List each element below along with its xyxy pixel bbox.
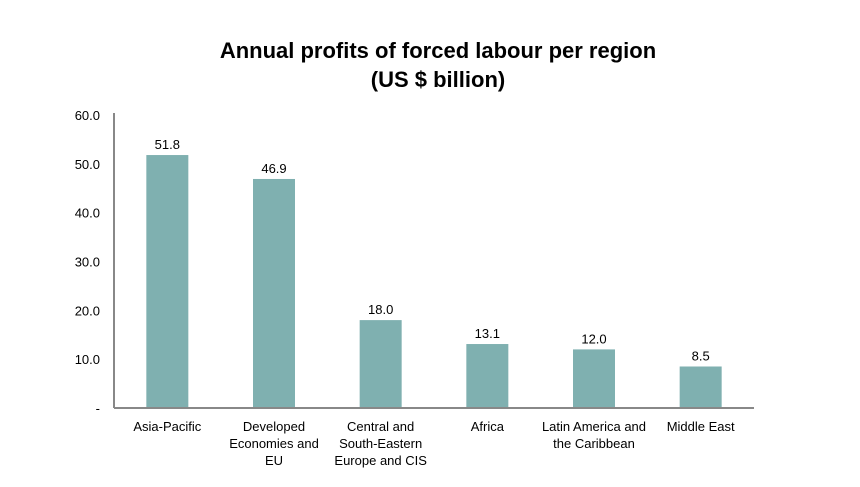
y-tick-label: 40.0 — [75, 206, 100, 221]
bar — [679, 366, 722, 408]
chart-title-line1: Annual profits of forced labour per regi… — [219, 38, 657, 63]
y-tick-label: 60.0 — [75, 108, 100, 123]
bar — [466, 344, 509, 408]
x-tick-label: EU — [265, 453, 283, 468]
x-tick-label: Europe and CIS — [334, 453, 427, 468]
x-tick-label: Middle East — [667, 419, 735, 434]
bar — [573, 349, 615, 408]
data-label: 51.8 — [155, 137, 180, 152]
bar — [253, 178, 295, 408]
data-label: 13.1 — [475, 326, 500, 341]
data-label: 46.9 — [261, 161, 286, 176]
data-label: 12.0 — [581, 331, 606, 346]
y-tick-label: 10.0 — [75, 352, 100, 367]
y-tick-label: - — [96, 401, 100, 416]
y-tick-label: 30.0 — [75, 255, 100, 270]
bar — [146, 155, 189, 408]
x-tick-label: South-Eastern — [339, 436, 422, 451]
x-tick-label: Latin America and — [542, 419, 646, 434]
data-label: 8.5 — [692, 348, 710, 363]
y-tick-label: 50.0 — [75, 157, 100, 172]
x-tick-label: Economies and — [229, 436, 319, 451]
x-tick-label: Africa — [471, 419, 505, 434]
data-label: 18.0 — [368, 302, 393, 317]
x-tick-label: Developed — [243, 419, 305, 434]
chart-title-line2: (US $ billion) — [370, 67, 506, 92]
x-tick-label: Central and — [347, 419, 414, 434]
x-tick-label: Asia-Pacific — [133, 419, 201, 434]
x-tick-label: the Caribbean — [553, 436, 635, 451]
chart-title: Annual profits of forced labour per regi… — [0, 36, 778, 94]
y-tick-label: 20.0 — [75, 303, 100, 318]
bar — [359, 320, 402, 408]
